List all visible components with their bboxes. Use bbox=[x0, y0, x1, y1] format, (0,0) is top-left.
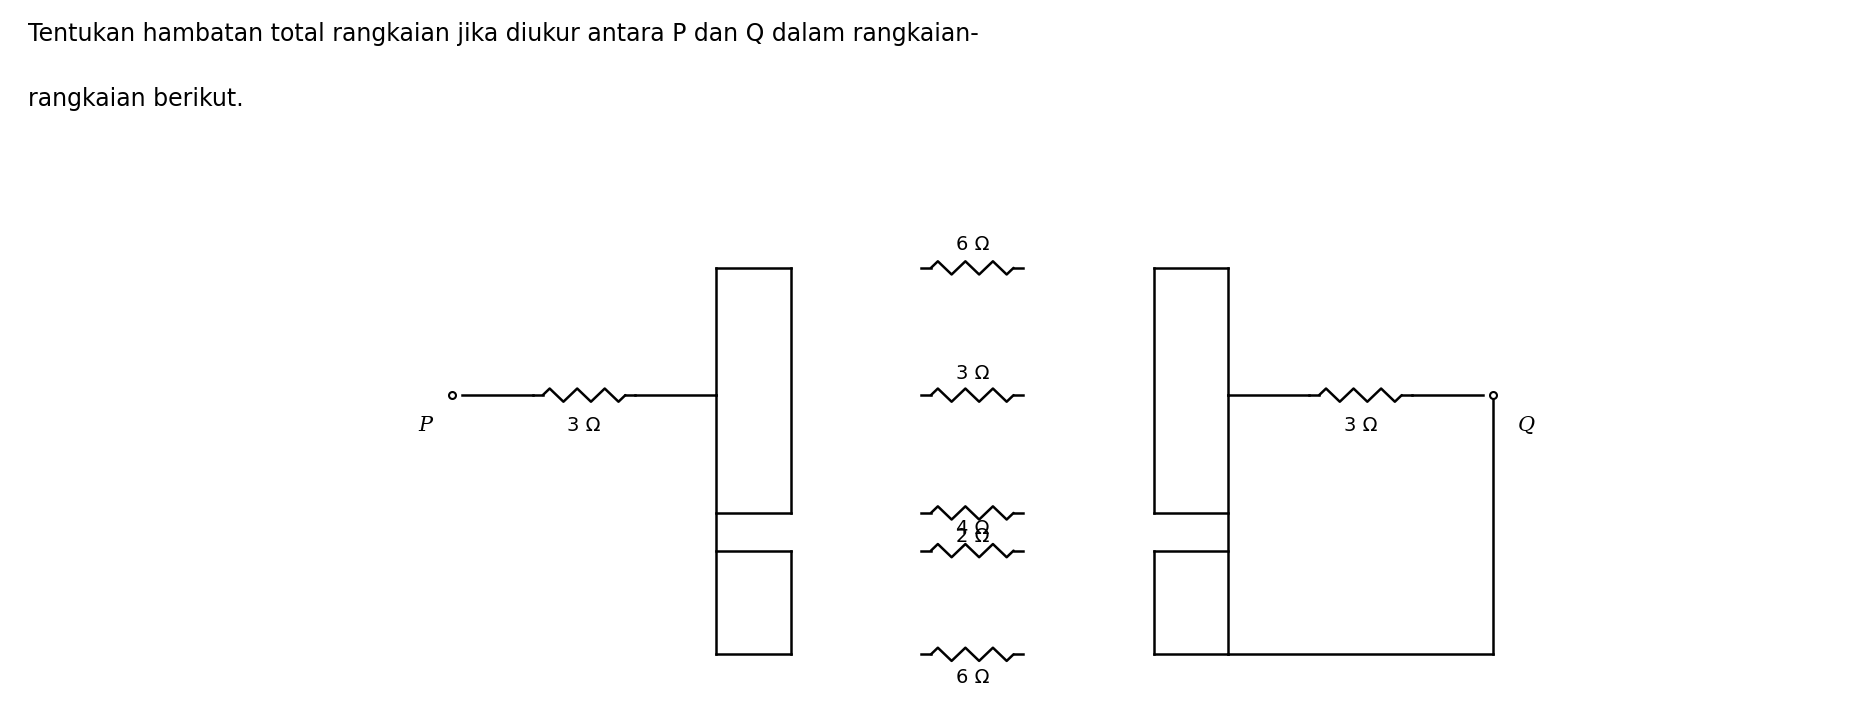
Text: 2 Ω: 2 Ω bbox=[955, 527, 989, 546]
Text: 3 Ω: 3 Ω bbox=[1343, 416, 1376, 435]
Text: 4 Ω: 4 Ω bbox=[955, 519, 989, 539]
Text: 3 Ω: 3 Ω bbox=[955, 364, 989, 383]
Text: 3 Ω: 3 Ω bbox=[568, 416, 601, 435]
Text: 6 Ω: 6 Ω bbox=[955, 235, 989, 254]
Text: Tentukan hambatan total rangkaian jika diukur antara P dan Q dalam rangkaian-: Tentukan hambatan total rangkaian jika d… bbox=[28, 22, 978, 46]
Text: rangkaian berikut.: rangkaian berikut. bbox=[28, 87, 243, 111]
Text: P: P bbox=[417, 416, 432, 435]
Text: 6 Ω: 6 Ω bbox=[955, 668, 989, 687]
Text: Q: Q bbox=[1517, 416, 1534, 435]
